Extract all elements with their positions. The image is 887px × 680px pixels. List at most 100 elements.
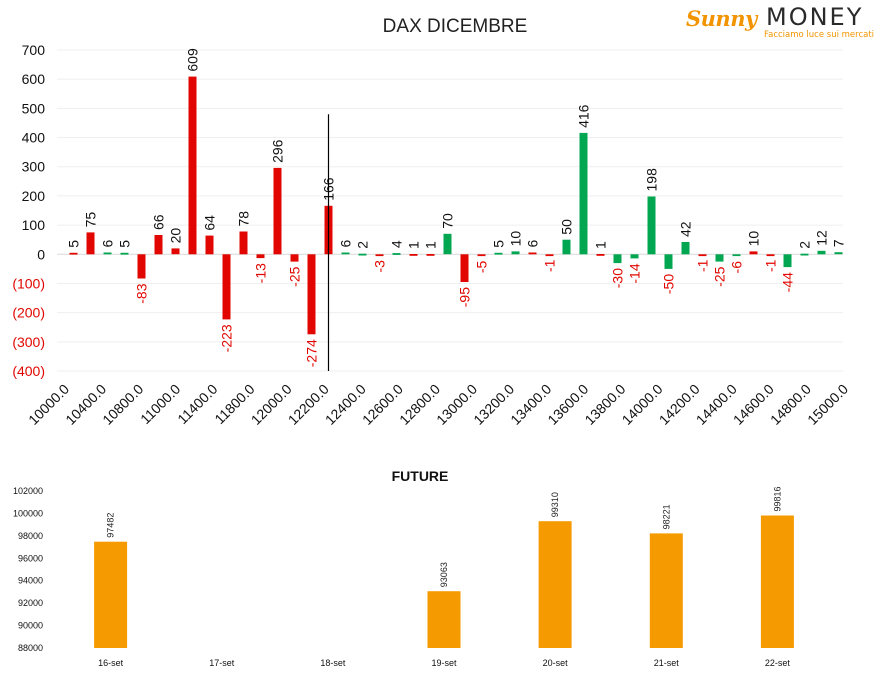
bar xyxy=(664,254,673,269)
bar xyxy=(103,252,112,255)
data-label: -274 xyxy=(304,339,320,367)
bar xyxy=(613,254,622,264)
y-tick-label: (200) xyxy=(12,305,45,321)
bar xyxy=(817,250,826,255)
y-tick-label: 600 xyxy=(22,71,46,87)
data-label: 64 xyxy=(202,215,218,231)
data-label: 10 xyxy=(508,231,524,247)
y-tick-label: 300 xyxy=(22,159,46,175)
bar xyxy=(307,254,316,335)
x-tick-label: 11400.0 xyxy=(174,381,221,428)
x-axis-ticks: 10000.010400.010800.011000.011400.011800… xyxy=(25,381,851,428)
data-label: 6 xyxy=(338,240,354,248)
y-tick-label: 500 xyxy=(22,100,46,116)
data-label: -13 xyxy=(253,263,269,283)
bar xyxy=(766,254,775,257)
y-tick-label: 400 xyxy=(22,130,46,146)
y-tick-label: 96000 xyxy=(18,553,43,563)
data-label: 416 xyxy=(576,104,592,128)
bar xyxy=(630,254,639,259)
data-label: 93063 xyxy=(439,562,449,587)
data-label: -1 xyxy=(695,259,711,272)
data-label: -223 xyxy=(219,324,235,352)
bar xyxy=(681,242,690,255)
bar xyxy=(460,254,469,282)
bar xyxy=(538,521,572,648)
bar xyxy=(562,239,571,255)
bar xyxy=(783,254,792,268)
future-chart: FUTURE 102000 100000 98000 96000 94000 92000 9… xyxy=(13,468,794,668)
data-label: -1 xyxy=(542,259,558,272)
y-tick-label: (100) xyxy=(12,275,45,291)
data-label: 78 xyxy=(236,211,252,227)
bar xyxy=(222,254,231,320)
data-label: 6 xyxy=(525,240,541,248)
bar xyxy=(511,251,520,255)
y-tick-label: 92000 xyxy=(18,598,43,608)
data-label: -30 xyxy=(610,268,626,288)
bar xyxy=(256,254,265,259)
bar xyxy=(409,254,418,256)
bar xyxy=(392,253,401,255)
y-tick-label: (300) xyxy=(12,334,45,350)
bar xyxy=(545,254,554,257)
bar xyxy=(205,235,214,255)
x-tick-label: 11000.0 xyxy=(137,381,184,428)
y-tick-label: 88000 xyxy=(18,643,43,653)
y-tick-label: 98000 xyxy=(18,531,43,541)
logo-tagline: Facciamo luce sui mercati xyxy=(764,30,875,40)
x-tick-label: 21-set xyxy=(654,658,680,668)
data-label: 5 xyxy=(491,240,507,248)
data-label: -5 xyxy=(474,260,490,273)
data-label: 1 xyxy=(593,241,609,249)
data-label: -1 xyxy=(763,259,779,272)
data-label: 75 xyxy=(83,212,99,228)
bar xyxy=(426,254,435,256)
data-labels: 97482 93063 99310 98221 99816 xyxy=(106,486,783,587)
bar xyxy=(94,541,128,648)
data-label: -83 xyxy=(134,283,150,303)
bar xyxy=(443,233,452,255)
sunny-money-logo: Sunny MONEY Facciamo luce sui mercati xyxy=(680,2,885,42)
data-label: -25 xyxy=(287,266,303,286)
bar xyxy=(698,254,707,257)
data-label: 6 xyxy=(100,240,116,248)
x-tick-label: 16-set xyxy=(98,658,124,668)
x-tick-label: 22-set xyxy=(765,658,791,668)
logo-brand-script: Sunny xyxy=(686,6,757,31)
data-label: 66 xyxy=(151,214,167,230)
bar xyxy=(834,252,843,255)
data-label: -14 xyxy=(627,263,643,283)
bar xyxy=(341,252,350,255)
bar xyxy=(188,76,197,255)
data-label: 98221 xyxy=(661,504,671,529)
data-label: 99816 xyxy=(772,486,782,511)
x-tick-label: 18-set xyxy=(320,658,346,668)
data-label: 20 xyxy=(168,228,184,244)
data-label: 70 xyxy=(440,213,456,229)
y-axis-ticks: 700 600 500 400 300 200 100 0 (100) (200) (300) (40… xyxy=(12,42,45,379)
data-label: 10 xyxy=(746,231,762,247)
bar xyxy=(154,235,163,255)
data-label: -44 xyxy=(780,272,796,292)
bar xyxy=(375,254,384,257)
data-label: 609 xyxy=(185,48,201,72)
data-label: 50 xyxy=(559,219,575,235)
bar xyxy=(358,253,367,256)
data-label: 296 xyxy=(270,139,286,163)
y-tick-label: 700 xyxy=(22,42,46,58)
y-tick-label: 102000 xyxy=(13,486,43,496)
bar xyxy=(273,167,282,255)
bar xyxy=(732,254,741,257)
bar xyxy=(579,132,588,255)
data-label: 2 xyxy=(355,241,371,249)
data-label: 1 xyxy=(406,241,422,249)
bar xyxy=(477,254,486,257)
data-label: 2 xyxy=(797,241,813,249)
x-tick-label: 10800.0 xyxy=(99,381,146,428)
x-tick-label: 17-set xyxy=(209,658,235,668)
bar xyxy=(494,252,503,255)
bar xyxy=(649,533,683,648)
logo-brand-word: MONEY xyxy=(766,3,864,31)
bar xyxy=(749,251,758,255)
